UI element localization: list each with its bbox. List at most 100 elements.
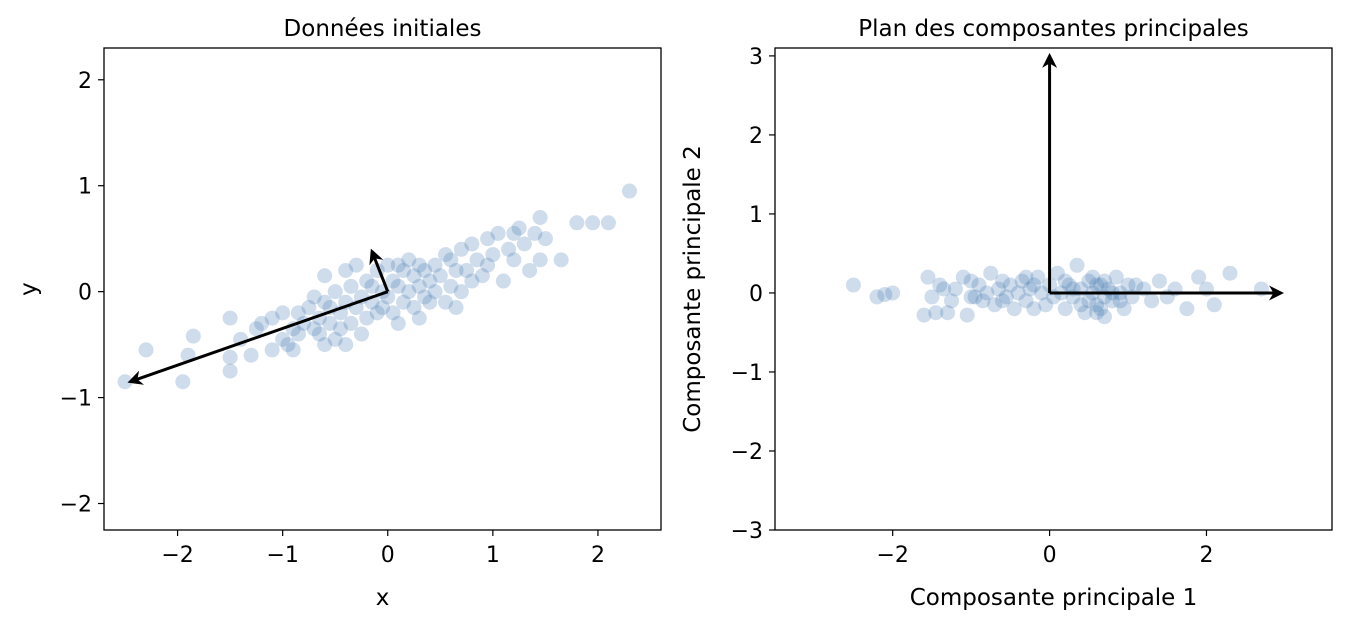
data-point	[417, 289, 433, 305]
data-point	[469, 252, 485, 268]
data-point	[1120, 277, 1136, 293]
axes-frame	[774, 47, 1333, 531]
data-point	[1034, 285, 1050, 301]
data-point	[1104, 293, 1120, 309]
x-tick-label: 0	[381, 543, 395, 568]
data-point	[940, 305, 956, 321]
data-point	[401, 252, 417, 268]
data-point	[327, 284, 343, 300]
data-point	[385, 273, 401, 289]
x-tick-label: 2	[1199, 543, 1213, 568]
data-point	[1030, 269, 1046, 285]
data-point	[427, 284, 443, 300]
data-point	[359, 310, 375, 326]
data-point	[275, 331, 291, 347]
data-point	[585, 215, 601, 231]
data-point	[1026, 277, 1042, 293]
data-point	[343, 278, 359, 294]
data-point	[406, 300, 422, 316]
data-point	[438, 247, 454, 263]
data-point	[916, 307, 932, 323]
data-point	[474, 268, 490, 284]
data-point	[348, 257, 364, 273]
data-point	[944, 293, 960, 309]
data-point	[369, 305, 385, 321]
data-point	[280, 337, 296, 353]
data-point	[983, 265, 999, 281]
data-point	[1081, 293, 1097, 309]
data-point	[432, 268, 448, 284]
data-point	[406, 268, 422, 284]
data-point	[448, 300, 464, 316]
data-point	[1112, 293, 1128, 309]
data-point	[390, 315, 406, 331]
data-point	[332, 321, 348, 337]
data-point	[495, 273, 511, 289]
data-point	[359, 273, 375, 289]
chart-title: Données initiales	[284, 16, 482, 42]
data-point	[924, 289, 940, 305]
data-point	[1018, 293, 1034, 309]
data-point	[885, 285, 901, 301]
data-point	[1077, 305, 1093, 321]
data-point	[459, 262, 475, 278]
data-point	[175, 374, 191, 390]
data-point	[869, 289, 885, 305]
data-point	[1061, 277, 1077, 293]
data-point	[453, 284, 469, 300]
data-point	[317, 337, 333, 353]
data-point	[1006, 301, 1022, 317]
y-tick-label: −1	[60, 387, 92, 412]
data-point	[448, 262, 464, 278]
data-point	[1089, 277, 1105, 293]
data-point	[569, 215, 585, 231]
data-point	[1222, 265, 1238, 281]
data-point	[1069, 257, 1085, 273]
data-point	[947, 281, 963, 297]
component-vector-arrow	[127, 290, 389, 385]
data-point	[1108, 269, 1124, 285]
data-point	[1057, 273, 1073, 289]
data-point	[1093, 301, 1109, 317]
data-point	[411, 257, 427, 273]
data-point	[920, 269, 936, 285]
data-point	[396, 294, 412, 310]
data-point	[532, 252, 548, 268]
data-point	[317, 294, 333, 310]
data-point	[264, 310, 280, 326]
data-point	[480, 231, 496, 247]
data-point	[1089, 305, 1105, 321]
data-point	[1010, 285, 1026, 301]
data-point	[1096, 273, 1112, 289]
data-point	[991, 281, 1007, 297]
data-point	[422, 273, 438, 289]
axes-frame	[103, 47, 662, 531]
data-point	[427, 257, 443, 273]
data-point	[138, 342, 154, 358]
data-point	[254, 315, 270, 331]
data-point	[553, 252, 569, 268]
data-point	[522, 262, 538, 278]
data-point	[1144, 293, 1160, 309]
data-point	[506, 225, 522, 241]
data-point	[995, 293, 1011, 309]
data-point	[243, 347, 259, 363]
data-point	[845, 277, 861, 293]
data-point	[1073, 297, 1089, 313]
data-point	[998, 289, 1014, 305]
data-point	[222, 349, 238, 365]
data-point	[987, 297, 1003, 313]
data-point	[390, 257, 406, 273]
data-point	[1089, 297, 1105, 313]
data-point	[967, 289, 983, 305]
data-point	[385, 305, 401, 321]
y-tick-label: 2	[78, 69, 92, 94]
data-point	[285, 342, 301, 358]
data-point	[375, 300, 390, 316]
x-tick-label: −1	[266, 543, 298, 568]
y-axis-label: Composante principale 2	[680, 145, 706, 433]
x-axis-label: Composante principale 1	[910, 585, 1198, 611]
y-tick-label: −3	[731, 519, 763, 544]
data-point	[438, 294, 454, 310]
data-point	[417, 262, 433, 278]
